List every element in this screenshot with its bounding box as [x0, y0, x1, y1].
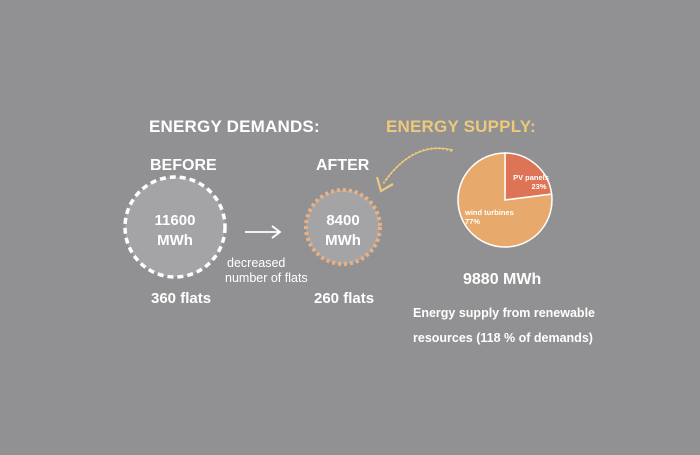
pie-value-label-0: 23%: [531, 182, 546, 191]
supply-caption-line2: resources (118 % of demands): [413, 331, 593, 345]
after-value: 8400: [326, 212, 360, 229]
before-flats: 360 flats: [151, 290, 212, 307]
supply-total: 9880 MWh: [463, 271, 542, 288]
energy-supply-title: ENERGY SUPPLY:: [386, 117, 536, 136]
supply-caption-line1: Energy supply from renewable: [413, 306, 595, 320]
pie-value-label-1: 77%: [465, 217, 480, 226]
pie-label-0: PV panels: [513, 173, 549, 182]
after-flats: 260 flats: [314, 290, 375, 307]
change-note-line1: decreased: [227, 256, 286, 270]
before-label: BEFORE: [150, 157, 217, 174]
decrease-arrow-icon: [245, 225, 282, 239]
after-label: AFTER: [316, 157, 370, 174]
before-circle: [123, 175, 227, 279]
before-value: 11600: [154, 212, 196, 229]
pie-slice-wind-turbines: [457, 152, 553, 248]
energy-demands-title: ENERGY DEMANDS:: [149, 117, 320, 136]
change-note-line2: number of flats: [225, 271, 308, 285]
pie-slice-pv-panels: [504, 152, 553, 201]
after-unit: MWh: [325, 232, 361, 249]
pie-label-1: wind turbines: [464, 208, 514, 217]
before-unit: MWh: [157, 232, 193, 249]
curved-arrow-icon: [375, 147, 454, 193]
after-circle: [304, 188, 382, 266]
